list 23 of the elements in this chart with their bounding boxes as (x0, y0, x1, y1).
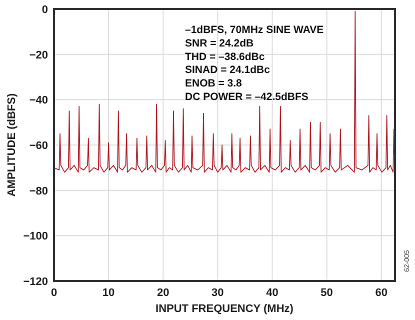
y-tick-label: −120 (23, 276, 48, 288)
annotation: ENOB = 3.8 (185, 78, 242, 90)
x-tick-label: 0 (50, 287, 58, 299)
y-axis-title: AMPLITUDE (dBFS) (6, 93, 18, 197)
x-tick-label: 40 (266, 287, 278, 299)
line-series (54, 10, 396, 173)
y-tick-label: −60 (29, 140, 48, 152)
annotation: SNR = 24.2dB (185, 37, 254, 50)
annotation: –1dBFS, 70MHz SINE WAVE (185, 24, 324, 36)
y-tick-label: 0 (42, 4, 48, 16)
y-tick-label: −80 (29, 185, 48, 198)
y-tick-label: −40 (29, 94, 48, 107)
annotation: SINAD = 24.1dBc (185, 64, 270, 76)
x-tick-label: 60 (375, 287, 388, 299)
x-tick-label: 50 (320, 287, 333, 299)
annotation: DC POWER = –42.5dBFS (185, 91, 308, 103)
y-tick-label: −20 (29, 49, 48, 62)
x-tick-label: 10 (102, 287, 115, 299)
annotation: THD = –38.6dBc (185, 50, 265, 63)
x-tick-label: 30 (212, 287, 224, 299)
y-tick-label: −100 (23, 230, 48, 243)
x-tick-label: 20 (156, 287, 170, 299)
x-axis-title: INPUT FREQUENCY (MHz) (156, 303, 294, 315)
